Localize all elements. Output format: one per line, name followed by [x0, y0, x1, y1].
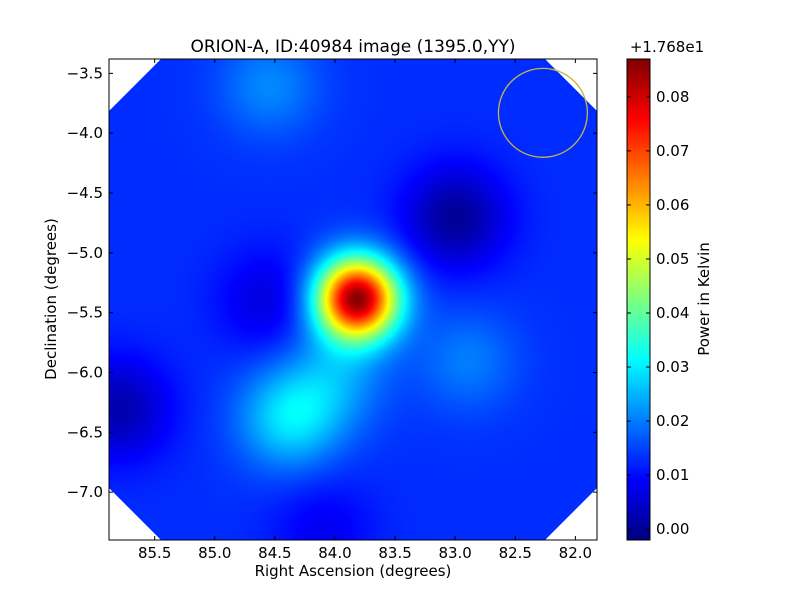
y-axis-label: Declination (degrees) — [42, 218, 60, 380]
colorbar-tick-label: 0.00 — [656, 520, 689, 538]
x-tick-label: 83.5 — [378, 544, 411, 562]
colorbar-tick-label: 0.02 — [656, 412, 689, 430]
colorbar-tick-label: 0.08 — [656, 88, 689, 106]
blank-corner-top-right — [545, 59, 597, 111]
x-tick-label: 85.0 — [198, 544, 231, 562]
y-tick-label: −6.5 — [67, 423, 103, 441]
heatmap-plot-area — [108, 58, 598, 541]
colorbar-tick-label: 0.04 — [656, 304, 689, 322]
blank-corners — [109, 59, 597, 540]
y-tick-label: −3.5 — [67, 64, 103, 82]
colorbar-gradient — [627, 59, 650, 540]
y-tick-label: −7.0 — [67, 483, 103, 501]
x-tick-label: 85.5 — [138, 544, 171, 562]
colorbar-offset-label: +1.768e1 — [630, 38, 704, 56]
y-tick-label: −4.0 — [67, 124, 103, 142]
blank-corner-bottom-right — [545, 488, 597, 540]
x-tick-label: 83.0 — [438, 544, 471, 562]
y-tick-label: −5.5 — [67, 304, 103, 322]
colorbar-frame — [626, 58, 651, 541]
y-tick-label: −5.0 — [67, 244, 103, 262]
y-tick-label: −4.5 — [67, 184, 103, 202]
plot-frame — [108, 58, 598, 541]
colorbar-tick-label: 0.07 — [656, 142, 689, 160]
x-axis: 85.5 85.0 84.5 84.0 83.5 83.0 82.5 82.0 — [138, 59, 592, 562]
x-tick-label: 82.5 — [499, 544, 532, 562]
x-tick-label: 84.5 — [258, 544, 291, 562]
y-tick-label: −6.0 — [67, 363, 103, 381]
x-tick-label: 84.0 — [318, 544, 351, 562]
x-axis-label: Right Ascension (degrees) — [255, 562, 452, 580]
y-axis: −3.5 −4.0 −4.5 −5.0 −5.5 −6.0 −6.5 −7.0 — [67, 64, 597, 501]
colorbar-ticks: 0.00 0.01 0.02 0.03 0.04 0.05 0.06 0.07 0.08 — [627, 88, 689, 538]
chart-title: ORION-A, ID:40984 image (1395.0,YY) — [190, 37, 515, 57]
beam-layer — [497, 67, 589, 158]
heatmap-image — [109, 59, 597, 540]
beam-circle — [497, 67, 589, 158]
colorbar-tick-label: 0.05 — [656, 250, 689, 268]
colorbar-tick-label: 0.06 — [656, 196, 689, 214]
blank-corner-bottom-left — [109, 488, 161, 540]
x-tick-label: 82.0 — [559, 544, 592, 562]
colorbar: 0.00 0.01 0.02 0.03 0.04 0.05 0.06 0.07 0.08 +1.… — [626, 38, 713, 541]
blank-corner-top-left — [109, 59, 161, 111]
colorbar-label: Power in Kelvin — [695, 242, 713, 356]
colorbar-tick-label: 0.01 — [656, 466, 689, 484]
colorbar-tick-label: 0.03 — [656, 358, 689, 376]
